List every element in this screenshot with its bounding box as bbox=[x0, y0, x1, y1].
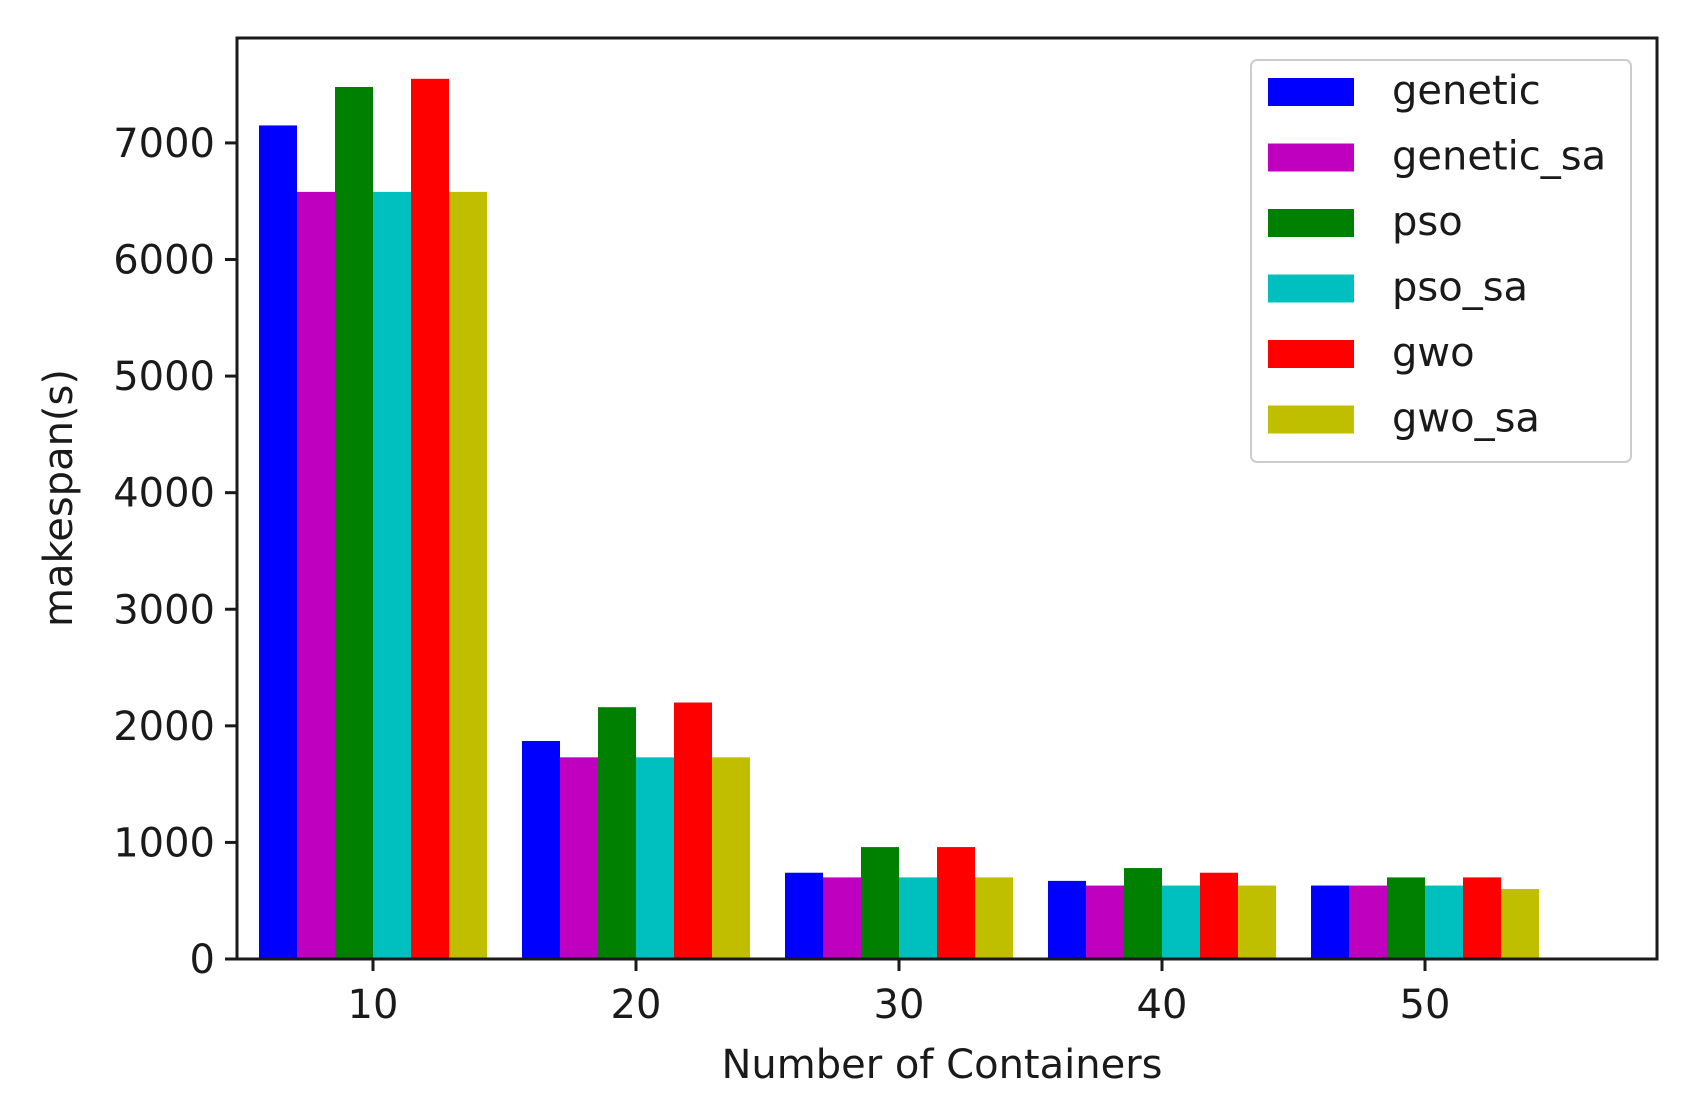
bars-layer bbox=[259, 78, 1539, 960]
bar-genetic-20 bbox=[522, 740, 560, 959]
bar-genetic-40 bbox=[1048, 880, 1086, 959]
y-axis-title: makespan(s) bbox=[36, 369, 82, 627]
bar-gwo_sa-20 bbox=[712, 757, 750, 959]
y-tick-label: 2000 bbox=[113, 704, 215, 750]
y-tick-label: 5000 bbox=[113, 354, 215, 400]
legend-swatch-gwo_sa bbox=[1268, 405, 1354, 434]
bar-genetic_sa-20 bbox=[560, 757, 598, 959]
bar-pso_sa-20 bbox=[636, 757, 674, 959]
bar-pso-30 bbox=[861, 847, 899, 959]
x-tick-label: 40 bbox=[1137, 982, 1188, 1028]
bar-pso-20 bbox=[598, 707, 636, 959]
legend-swatch-pso bbox=[1268, 209, 1354, 237]
bar-gwo_sa-40 bbox=[1238, 885, 1276, 959]
x-tick-label: 50 bbox=[1400, 982, 1451, 1028]
bar-genetic_sa-50 bbox=[1349, 885, 1387, 959]
bar-pso-50 bbox=[1387, 877, 1425, 959]
bar-genetic-30 bbox=[785, 872, 823, 959]
bar-pso_sa-30 bbox=[899, 877, 937, 959]
bar-genetic_sa-30 bbox=[823, 877, 861, 959]
y-tick-label: 3000 bbox=[113, 587, 215, 633]
y-tick-label: 1000 bbox=[113, 820, 215, 866]
x-axis: 10 20 30 40 50 bbox=[348, 959, 1451, 1028]
legend-swatch-genetic bbox=[1268, 78, 1354, 106]
bar-genetic_sa-10 bbox=[297, 191, 335, 959]
bar-pso-40 bbox=[1124, 868, 1162, 959]
legend-label-genetic_sa: genetic_sa bbox=[1392, 134, 1606, 180]
legend-label-pso_sa: pso_sa bbox=[1392, 265, 1528, 311]
bar-gwo-40 bbox=[1200, 872, 1238, 959]
x-tick-label: 30 bbox=[874, 982, 925, 1028]
y-tick-label: 0 bbox=[190, 937, 215, 983]
bar-gwo_sa-50 bbox=[1501, 889, 1539, 959]
plot-frame bbox=[235, 36, 1659, 961]
y-axis: 0 1000 2000 3000 4000 5000 6000 7000 bbox=[113, 121, 237, 983]
bar-gwo-20 bbox=[674, 702, 712, 959]
x-tick-label: 20 bbox=[611, 982, 662, 1028]
legend-swatch-pso_sa bbox=[1268, 274, 1354, 303]
bar-gwo_sa-30 bbox=[975, 877, 1013, 959]
y-tick-label: 6000 bbox=[113, 238, 215, 284]
bar-gwo-10 bbox=[411, 78, 449, 960]
x-tick-label: 10 bbox=[348, 982, 399, 1028]
bar-genetic-10 bbox=[259, 125, 297, 959]
bar-pso_sa-50 bbox=[1425, 885, 1463, 959]
bar-pso_sa-10 bbox=[373, 191, 411, 959]
bar-pso-10 bbox=[335, 86, 373, 960]
legend-label-genetic: genetic bbox=[1392, 68, 1541, 114]
legend-label-gwo: gwo bbox=[1392, 330, 1475, 376]
bar-gwo-50 bbox=[1463, 877, 1501, 959]
x-axis-title: Number of Containers bbox=[722, 1042, 1163, 1088]
bar-gwo-30 bbox=[937, 847, 975, 959]
y-tick-label: 7000 bbox=[113, 121, 215, 167]
y-tick-label: 4000 bbox=[113, 471, 215, 517]
bar-genetic_sa-40 bbox=[1086, 885, 1124, 959]
legend-label-gwo_sa: gwo_sa bbox=[1392, 396, 1540, 442]
bar-pso_sa-40 bbox=[1162, 885, 1200, 959]
legend-label-pso: pso bbox=[1392, 199, 1463, 245]
bar-gwo_sa-10 bbox=[449, 191, 487, 959]
legend-swatch-genetic_sa bbox=[1268, 143, 1354, 172]
bar-genetic-50 bbox=[1311, 885, 1349, 959]
legend-swatch-gwo bbox=[1268, 340, 1354, 368]
